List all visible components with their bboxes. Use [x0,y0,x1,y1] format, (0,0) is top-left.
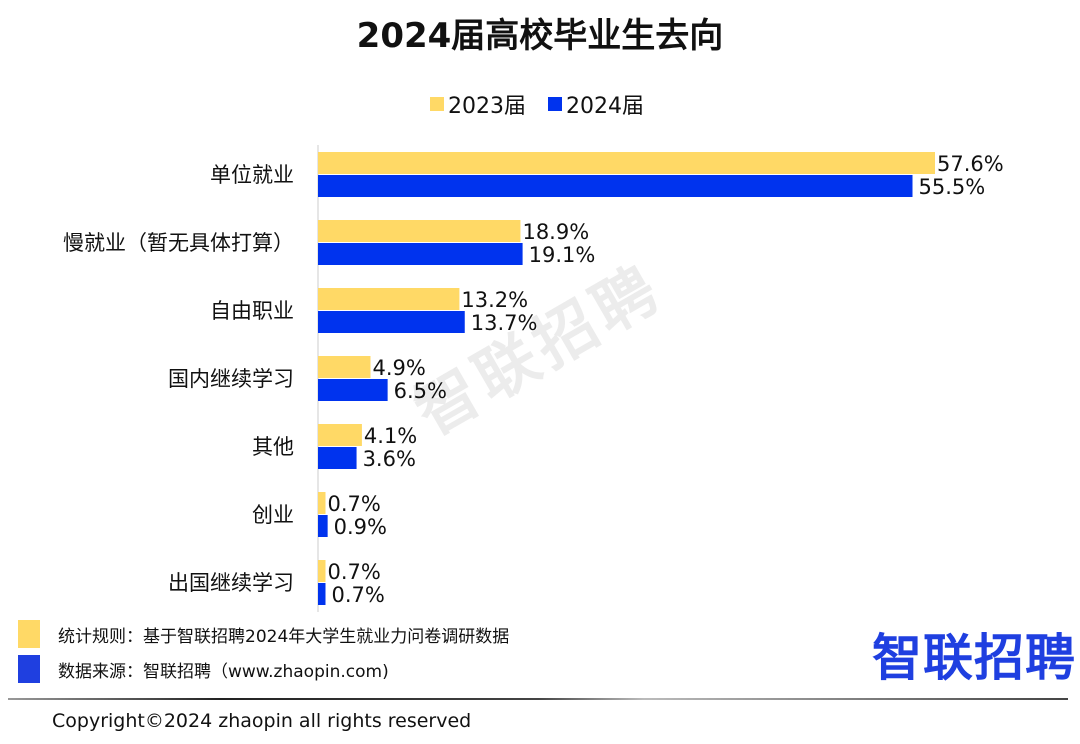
note-source: 数据来源：智联招聘（www.zhaopin.com) [18,655,389,683]
bar-2023 [318,152,935,174]
data-label: 19.1% [529,243,596,267]
bar-2023 [318,288,460,310]
bar-2023 [318,424,362,446]
data-label: 4.9% [372,356,425,380]
category-label: 单位就业 [210,163,294,187]
legend-label-2024: 2024届 [566,94,644,119]
bar-2024 [318,175,913,197]
note-source-text: 数据来源：智联招聘（www.zhaopin.com) [58,661,389,682]
category-label: 出国继续学习 [168,571,294,595]
legend-label-2023: 2023届 [448,94,526,119]
data-label: 3.6% [363,447,416,471]
zhaopin-logo: 智联招聘 [872,629,1076,687]
data-label: 0.9% [334,515,387,539]
data-label: 0.7% [331,583,384,607]
legend-swatch-2024 [548,97,562,111]
data-label: 55.5% [919,175,986,199]
chart-title: 2024届高校毕业生去向 [356,16,724,56]
legend-item-2023: 2023届 [430,88,526,120]
bar-2024 [318,515,328,537]
data-label: 4.1% [364,424,417,448]
note-rule-text: 统计规则：基于智联招聘2024年大学生就业力问卷调研数据 [58,626,510,647]
bar-2024 [318,447,357,469]
category-label: 国内继续学习 [168,367,294,391]
category-label: 创业 [252,503,294,527]
note-swatch-blue [18,655,40,683]
data-label: 18.9% [522,220,589,244]
data-label: 0.7% [327,560,380,584]
bar-chart: 单位就业 57.6%55.5% 慢就业（暂无具体打算） 18.9%19.1% 自由职业 1… [63,145,1004,612]
bar-2023 [318,560,326,582]
data-label: 6.5% [394,379,447,403]
bar-2024 [318,583,326,605]
data-label: 0.7% [327,492,380,516]
category-label: 慢就业（暂无具体打算） [63,231,294,255]
legend-swatch-2023 [430,97,444,111]
category-label: 自由职业 [210,299,294,323]
data-label: 13.7% [471,311,538,335]
bar-2024 [318,379,388,401]
data-label: 57.6% [937,152,1004,176]
bar-2023 [318,492,326,514]
note-rule: 统计规则：基于智联招聘2024年大学生就业力问卷调研数据 [18,620,509,648]
data-label: 13.2% [461,288,528,312]
bar-2023 [318,356,371,378]
bar-2023 [318,220,521,242]
legend-item-2024: 2024届 [548,88,644,120]
divider [8,698,1068,700]
bar-2024 [318,243,523,265]
copyright: Copyright©2024 zhaopin all rights reserv… [52,710,472,732]
category-label: 其他 [252,435,294,459]
legend: 2023届 2024届 [430,88,644,120]
bar-2024 [318,311,465,333]
note-swatch-yellow [18,620,40,648]
